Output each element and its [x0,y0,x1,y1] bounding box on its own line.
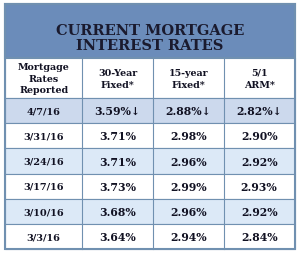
Bar [5,199,295,224]
Text: 30-Year
Fixed*: 30-Year Fixed* [98,69,137,89]
Text: 3.71%: 3.71% [99,156,136,167]
Bar [5,149,295,174]
Text: 3.59%↓: 3.59%↓ [94,106,140,117]
Text: 3.64%: 3.64% [99,231,136,242]
Text: Mortgage
Rates
Reported: Mortgage Rates Reported [18,63,70,95]
Text: 2.92%: 2.92% [241,156,278,167]
Text: 2.94%: 2.94% [170,231,207,242]
Bar [5,124,295,149]
Text: 3.71%: 3.71% [99,131,136,142]
Bar [5,174,295,199]
Text: 4/7/16: 4/7/16 [27,107,61,116]
Text: 2.99%: 2.99% [170,181,207,192]
Text: 2.93%: 2.93% [241,181,278,192]
Text: 3/17/16: 3/17/16 [23,182,64,191]
Text: 15-year
Fixed*: 15-year Fixed* [169,69,208,89]
Bar [5,224,295,249]
Text: 2.96%: 2.96% [170,206,207,217]
Text: CURRENT MORTGAGE: CURRENT MORTGAGE [56,24,244,38]
Text: 3/31/16: 3/31/16 [23,132,64,141]
Text: 3.73%: 3.73% [99,181,136,192]
Text: 2.98%: 2.98% [170,131,207,142]
Text: 2.88%↓: 2.88%↓ [165,106,211,117]
Text: 2.82%↓: 2.82%↓ [236,106,282,117]
Text: 2.96%: 2.96% [170,156,207,167]
Text: 3.68%: 3.68% [99,206,136,217]
Bar [5,99,295,124]
Text: 3/10/16: 3/10/16 [23,207,64,216]
Text: INTEREST RATES: INTEREST RATES [76,39,224,53]
Text: 2.90%: 2.90% [241,131,278,142]
Text: 2.84%: 2.84% [241,231,278,242]
Text: 3/24/16: 3/24/16 [23,157,64,166]
Bar [5,5,295,59]
Text: 2.92%: 2.92% [241,206,278,217]
Text: 3/3/16: 3/3/16 [27,232,61,241]
Text: 5/1
ARM*: 5/1 ARM* [244,69,274,89]
Bar [5,59,295,99]
